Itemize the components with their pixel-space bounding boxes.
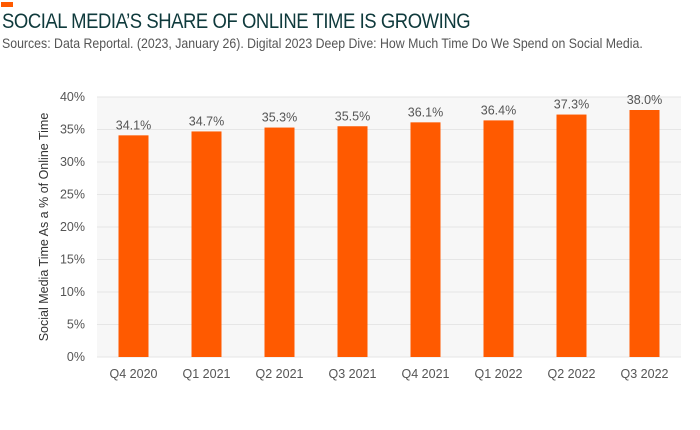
x-tick-label: Q1 2021: [183, 367, 231, 381]
accent-bar: [1, 2, 13, 7]
chart-title: SOCIAL MEDIA’S SHARE OF ONLINE TIME IS G…: [2, 10, 471, 33]
x-tick-label: Q4 2020: [110, 367, 158, 381]
y-tick-label: 30%: [60, 155, 85, 169]
y-tick-label: 20%: [60, 220, 85, 234]
data-label: 36.1%: [408, 105, 443, 119]
data-label: 34.7%: [189, 114, 224, 128]
y-tick-label: 15%: [60, 253, 85, 267]
y-tick-label: 25%: [60, 188, 85, 202]
data-label: 38.0%: [627, 93, 662, 107]
x-tick-label: Q3 2021: [329, 367, 377, 381]
data-label: 35.5%: [335, 109, 370, 123]
bar: [118, 135, 149, 357]
x-tick-label: Q1 2022: [475, 367, 523, 381]
data-label: 35.3%: [262, 111, 297, 125]
x-tick-label: Q4 2021: [402, 367, 450, 381]
y-tick-label: 10%: [60, 285, 85, 299]
x-tick-label: Q2 2022: [548, 367, 596, 381]
bar: [191, 131, 222, 357]
chart-subtitle: Sources: Data Reportal. (2023, January 2…: [2, 35, 643, 51]
bar: [410, 122, 441, 357]
x-tick-label: Q3 2022: [621, 367, 669, 381]
data-label: 37.3%: [554, 98, 589, 112]
bar: [264, 127, 295, 357]
y-tick-label: 35%: [60, 123, 85, 137]
data-label: 36.4%: [481, 103, 516, 117]
data-label: 34.1%: [116, 118, 151, 132]
x-tick-label: Q2 2021: [256, 367, 304, 381]
y-tick-label: 40%: [60, 90, 85, 104]
bar: [556, 114, 587, 357]
y-tick-label: 0%: [67, 350, 85, 364]
y-tick-label: 5%: [67, 318, 85, 332]
bar: [483, 120, 514, 358]
bar: [629, 110, 660, 357]
bar: [337, 126, 368, 357]
